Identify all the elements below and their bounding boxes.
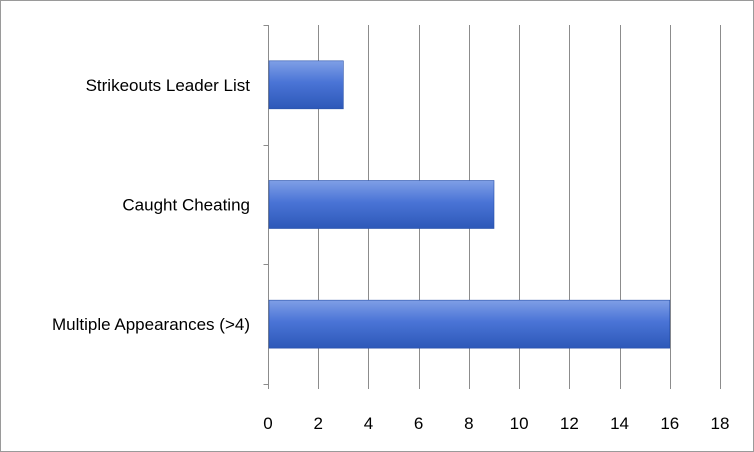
y-axis xyxy=(263,25,721,389)
x-axis-tick-labels: 0 2 4 6 8 10 12 14 16 18 xyxy=(263,414,729,433)
bar-strikeouts-leader-list xyxy=(268,60,344,110)
x-tick-label: 14 xyxy=(610,414,629,433)
category-labels: Strikeouts Leader List Caught Cheating Mul… xyxy=(52,76,250,334)
category-label: Multiple Appearances (>4) xyxy=(52,315,250,334)
bar-caught-cheating xyxy=(268,180,495,229)
x-tick-label: 16 xyxy=(660,414,679,433)
bar-multiple-appearances-4 xyxy=(268,299,671,349)
x-tick-label: 8 xyxy=(464,414,473,433)
x-tick-label: 6 xyxy=(414,414,423,433)
bars xyxy=(268,60,671,349)
x-tick-label: 10 xyxy=(510,414,529,433)
x-tick-label: 12 xyxy=(560,414,579,433)
gridlines xyxy=(318,25,721,384)
category-label: Strikeouts Leader List xyxy=(86,76,251,95)
x-tick-label: 2 xyxy=(313,414,322,433)
category-label: Caught Cheating xyxy=(122,196,250,215)
x-tick-label: 0 xyxy=(263,414,272,433)
x-tick-label: 18 xyxy=(711,414,730,433)
x-tick-label: 4 xyxy=(364,414,373,433)
